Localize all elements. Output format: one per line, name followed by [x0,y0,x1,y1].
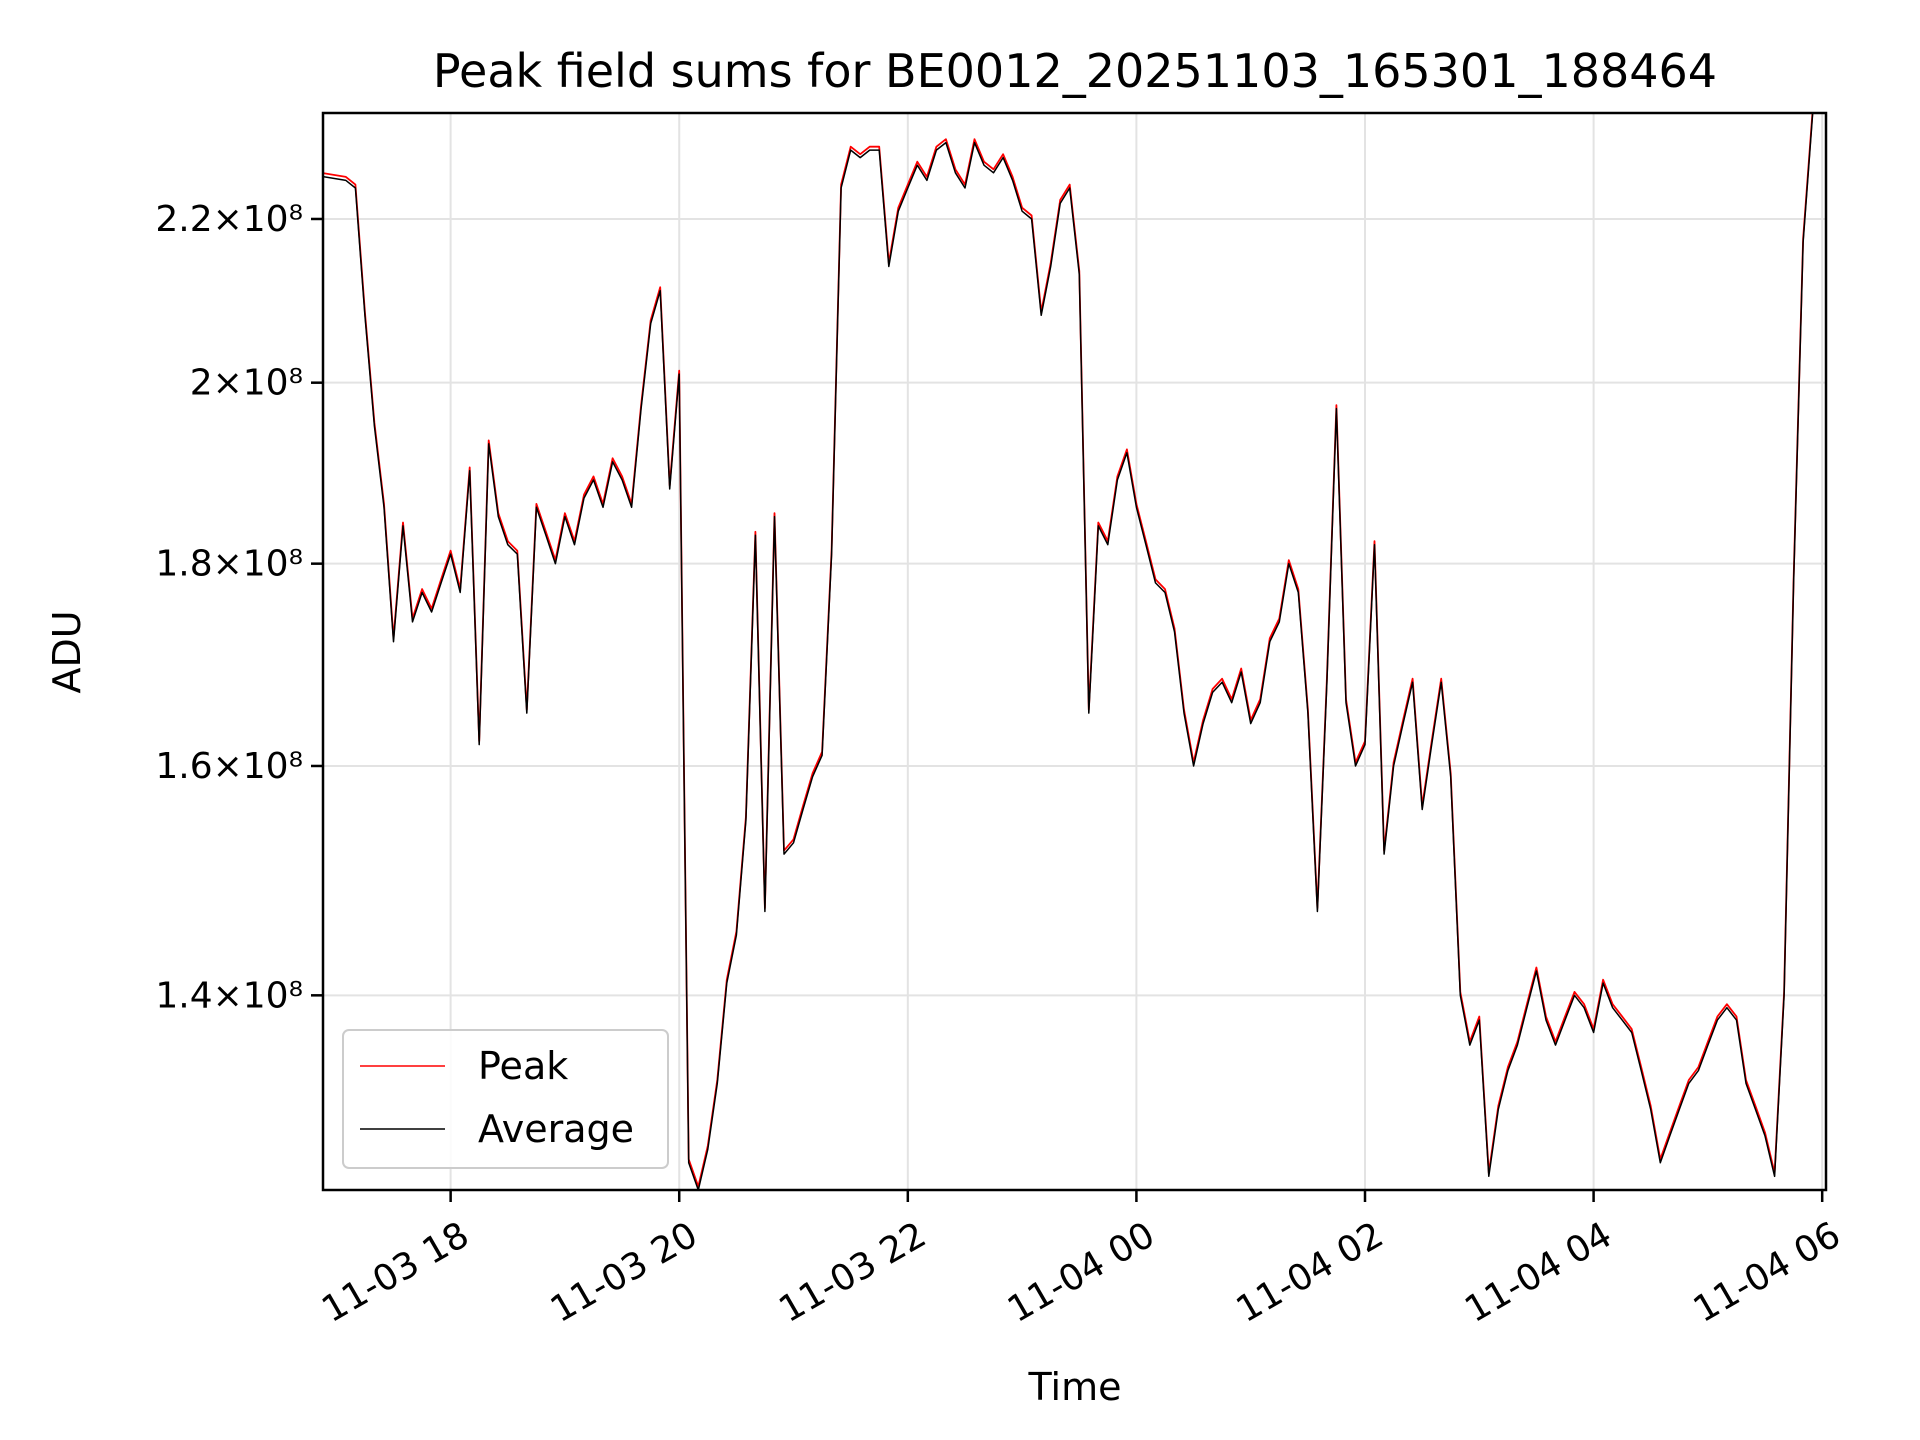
x-tick-label: 11-03 22 [772,1214,933,1330]
y-tick-label: 1.8×10⁸ [155,544,303,585]
plot-frame [321,111,1828,1192]
x-tick-label: 11-03 18 [315,1214,476,1330]
legend-label-peak: Peak [478,1044,568,1088]
legend-label-average: Average [478,1107,634,1151]
chart-title: Peak field sums for BE0012_20251103_1653… [433,44,1717,98]
y-tick-label: 2.2×10⁸ [155,199,303,240]
grid [323,113,1826,1190]
x-axis-label: Time [1028,1365,1122,1409]
x-axis: 11-03 18 11-03 20 11-03 22 11-04 00 11-04 02… [315,1190,1847,1331]
x-tick-label: 11-04 00 [1001,1214,1162,1330]
x-tick-label: 11-04 04 [1458,1214,1619,1330]
series-line-peak [323,113,1814,1188]
series-line-average [323,113,1814,1190]
legend-box [342,1029,669,1169]
y-tick-label: 1.4×10⁸ [155,975,303,1016]
y-axis-label: ADU [45,610,89,693]
x-tick-label: 11-03 20 [544,1214,705,1330]
legend: Peak Average [342,1029,669,1169]
y-tick-label: 2×10⁸ [190,363,303,404]
x-tick-label: 11-04 06 [1687,1214,1848,1330]
y-axis: 2.2×10⁸ 2×10⁸ 1.8×10⁸ 1.6×10⁸ 1.4×10⁸ [155,199,323,1016]
plot-area [323,113,1814,1190]
y-tick-label: 1.6×10⁸ [155,746,303,787]
x-tick-label: 11-04 02 [1230,1214,1391,1330]
